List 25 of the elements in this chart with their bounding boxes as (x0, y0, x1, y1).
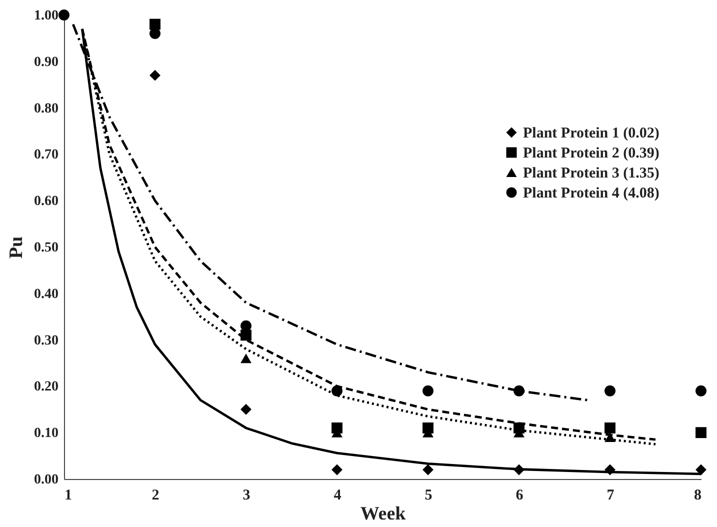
y-tick-label: 0.20 (34, 380, 58, 395)
y-tick-label: 0.60 (34, 194, 58, 210)
x-tick-label: 7 (606, 488, 615, 504)
x-tick-label: 1 (64, 488, 72, 504)
x-axis-title: Week (360, 504, 406, 524)
y-tick-label: 0.10 (34, 426, 58, 442)
x-tick-label: 2 (152, 488, 160, 504)
x-tick-label: 8 (694, 488, 702, 504)
x-tick-label: 4 (334, 488, 342, 504)
x-tick-label: 5 (424, 488, 432, 504)
y-axis-title: Pu (6, 236, 27, 259)
y-tick-label: 0.90 (34, 54, 58, 70)
legend-label: Plant Protein 4 (4.08) (523, 186, 660, 202)
legend-label: Plant Protein 1 (0.02) (523, 126, 660, 142)
x-tick-label: 6 (516, 488, 524, 504)
y-tick-label: 0.30 (34, 333, 58, 348)
y-tick-label: 0.50 (34, 240, 58, 256)
y-tick-label: 0.40 (34, 286, 58, 302)
y-tick-label: 1.00 (34, 8, 58, 24)
y-tick-label: 0.00 (34, 472, 58, 488)
legend-label: Plant Protein 2 (0.39) (523, 146, 660, 162)
y-tick-label: 0.80 (34, 101, 58, 116)
legend-label: Plant Protein 3 (1.35) (523, 166, 660, 182)
y-tick-label: 0.70 (34, 148, 58, 163)
x-tick-label: 3 (242, 488, 250, 504)
